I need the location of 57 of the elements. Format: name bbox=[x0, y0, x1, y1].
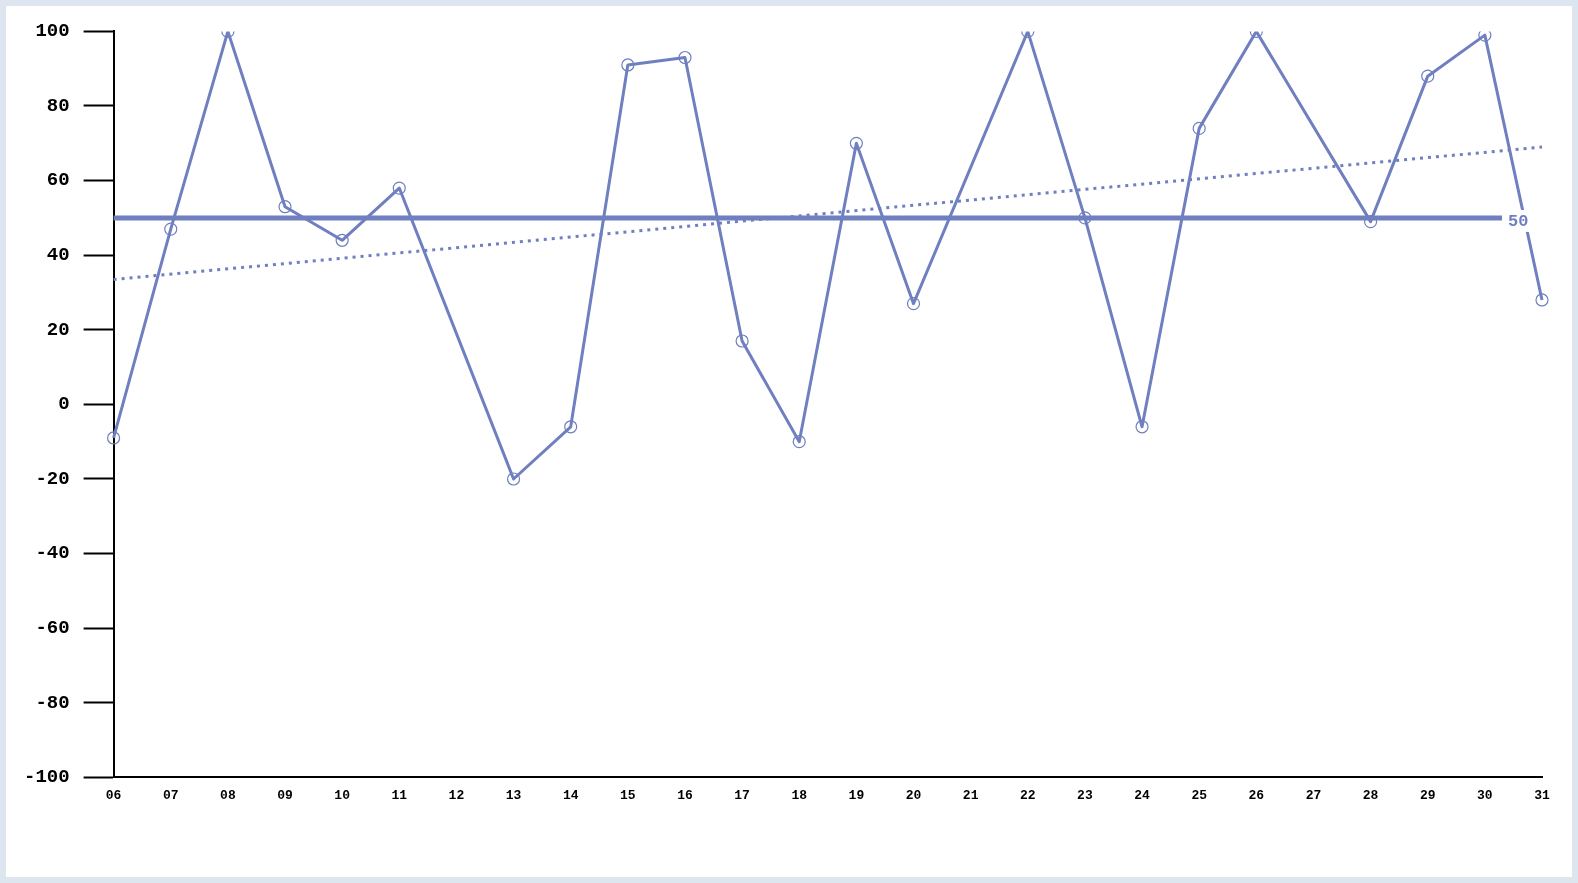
ref-line-label: 50 bbox=[1508, 212, 1529, 232]
point bbox=[278, 200, 292, 214]
x-tick-label: 09 bbox=[277, 788, 294, 804]
point bbox=[678, 50, 692, 65]
point bbox=[392, 181, 406, 195]
point bbox=[1421, 69, 1435, 83]
y-tick-label: -40 bbox=[35, 542, 70, 565]
y-tick-label: 100 bbox=[35, 20, 70, 43]
y-tick-label: 20 bbox=[46, 318, 70, 341]
x-tick-label: 26 bbox=[1248, 788, 1265, 804]
point bbox=[1478, 31, 1492, 42]
x-tick-label: 30 bbox=[1477, 788, 1493, 804]
x-tick-label: 06 bbox=[105, 788, 122, 804]
x-tick-label: 27 bbox=[1305, 788, 1322, 804]
x-tick-label: 10 bbox=[334, 788, 351, 804]
x-tick-label: 24 bbox=[1134, 788, 1151, 804]
x-tick-label: 19 bbox=[848, 788, 865, 804]
y-tick-label: -100 bbox=[24, 766, 70, 789]
point bbox=[1078, 211, 1092, 225]
x-tick-label: 29 bbox=[1419, 788, 1436, 804]
x-tick-label: 13 bbox=[505, 788, 522, 804]
x-tick-label: 12 bbox=[448, 788, 465, 804]
x-tick-label: 16 bbox=[677, 788, 693, 804]
point bbox=[1135, 420, 1149, 434]
x-tick-label: 20 bbox=[905, 788, 922, 804]
y-tick-label: 80 bbox=[46, 94, 70, 117]
x-tick-label: 28 bbox=[1362, 788, 1379, 804]
x-tick-label: 31 bbox=[1534, 788, 1550, 804]
x-tick-label: 11 bbox=[391, 788, 408, 804]
point bbox=[335, 233, 349, 247]
y-tick-label: -60 bbox=[35, 616, 70, 639]
point bbox=[506, 472, 521, 486]
x-tick-label: 07 bbox=[162, 788, 179, 804]
point bbox=[906, 297, 921, 311]
x-tick-label: 18 bbox=[791, 788, 808, 804]
x-tick-label: 14 bbox=[562, 788, 579, 804]
x-tick-label: 25 bbox=[1191, 788, 1208, 804]
x-tick-label: 21 bbox=[962, 788, 979, 804]
y-tick-label: 0 bbox=[58, 393, 70, 416]
y-tick-label: -80 bbox=[35, 691, 70, 714]
y-tick-label: -20 bbox=[35, 467, 70, 490]
y-tick-label: 40 bbox=[46, 243, 70, 266]
point bbox=[792, 435, 806, 449]
x-tick-label: 17 bbox=[734, 788, 750, 804]
x-tick-label: 08 bbox=[220, 788, 236, 804]
point bbox=[621, 58, 635, 72]
y-tick-label: 60 bbox=[46, 169, 70, 192]
point bbox=[735, 334, 749, 348]
point bbox=[107, 431, 121, 445]
point bbox=[849, 136, 863, 150]
point bbox=[1192, 121, 1206, 135]
point bbox=[564, 420, 578, 434]
x-tick-label: 23 bbox=[1077, 788, 1093, 804]
x-tick-label: 15 bbox=[620, 788, 636, 804]
x-tick-label: 22 bbox=[1019, 788, 1036, 804]
point bbox=[164, 222, 178, 236]
point bbox=[1535, 293, 1549, 307]
